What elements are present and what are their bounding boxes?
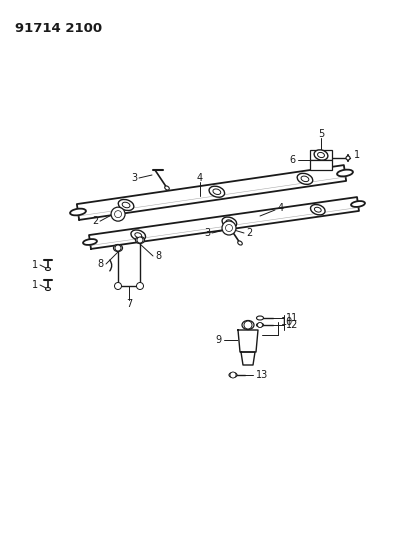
Ellipse shape	[301, 176, 309, 182]
Ellipse shape	[122, 202, 130, 208]
Ellipse shape	[256, 316, 263, 320]
Ellipse shape	[318, 152, 324, 158]
Text: 6: 6	[290, 155, 296, 165]
Ellipse shape	[314, 207, 321, 212]
Ellipse shape	[310, 205, 325, 215]
Ellipse shape	[45, 268, 51, 271]
Circle shape	[244, 321, 252, 329]
Text: 8: 8	[98, 259, 104, 269]
Text: 2: 2	[246, 228, 252, 238]
Text: 1: 1	[32, 280, 38, 290]
Text: 8: 8	[155, 251, 161, 261]
Text: 7: 7	[126, 299, 132, 309]
Ellipse shape	[297, 173, 313, 184]
Circle shape	[115, 211, 121, 217]
Polygon shape	[241, 352, 255, 365]
Ellipse shape	[135, 233, 142, 238]
Text: 2: 2	[92, 216, 98, 226]
Ellipse shape	[83, 239, 97, 245]
Polygon shape	[89, 197, 359, 249]
Ellipse shape	[70, 208, 86, 215]
Polygon shape	[238, 330, 258, 352]
Text: 4: 4	[278, 203, 284, 213]
Text: 3: 3	[204, 228, 210, 238]
Text: 91714 2100: 91714 2100	[15, 22, 102, 35]
Circle shape	[137, 282, 144, 289]
Circle shape	[258, 322, 263, 327]
Ellipse shape	[346, 156, 350, 160]
Bar	[310, 160, 332, 170]
Ellipse shape	[238, 241, 242, 245]
Ellipse shape	[113, 245, 123, 252]
Ellipse shape	[131, 230, 146, 240]
Text: 12: 12	[286, 320, 298, 330]
Text: 5: 5	[318, 129, 324, 139]
Circle shape	[230, 372, 236, 378]
Text: 13: 13	[256, 370, 268, 380]
Ellipse shape	[351, 201, 365, 207]
Ellipse shape	[226, 220, 233, 224]
Polygon shape	[77, 165, 346, 220]
Text: 4: 4	[197, 173, 203, 183]
Circle shape	[115, 282, 121, 289]
Text: 1: 1	[354, 150, 360, 160]
Ellipse shape	[213, 189, 221, 195]
Ellipse shape	[222, 217, 237, 228]
Ellipse shape	[314, 150, 328, 160]
Ellipse shape	[118, 199, 134, 211]
Text: 3: 3	[131, 173, 137, 183]
Ellipse shape	[337, 169, 353, 176]
Ellipse shape	[209, 186, 224, 197]
Circle shape	[137, 237, 143, 243]
Ellipse shape	[135, 237, 144, 244]
Text: 1: 1	[32, 260, 38, 270]
Text: 9: 9	[216, 335, 222, 345]
Circle shape	[226, 224, 232, 231]
Ellipse shape	[165, 186, 169, 190]
Circle shape	[111, 207, 125, 221]
Text: 11: 11	[286, 313, 298, 323]
Circle shape	[222, 221, 236, 235]
Bar	[310, 150, 332, 160]
Ellipse shape	[45, 287, 51, 290]
Ellipse shape	[229, 373, 237, 377]
Ellipse shape	[242, 320, 254, 329]
Text: 10: 10	[281, 317, 293, 327]
Circle shape	[115, 245, 121, 251]
Ellipse shape	[256, 323, 263, 327]
